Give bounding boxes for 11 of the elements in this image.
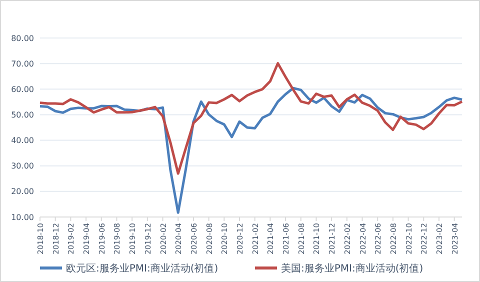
y-tick-label: 60.00	[11, 84, 34, 94]
legend-label: 欧元区:服务业PMI:商业活动(初值)	[66, 262, 218, 274]
y-tick-label: 80.00	[11, 34, 34, 43]
y-tick-label: 10.00	[11, 212, 34, 222]
legend-label: 美国:服务业PMI:商业活动(初值)	[281, 262, 424, 274]
y-tick-label: 70.00	[11, 59, 34, 68]
y-tick-label: 40.00	[11, 136, 34, 146]
y-tick-label: 20.00	[11, 187, 34, 196]
y-tick-label: 50.00	[11, 110, 34, 120]
line-series	[38, 62, 464, 175]
y-tick-label: 30.00	[11, 162, 34, 171]
